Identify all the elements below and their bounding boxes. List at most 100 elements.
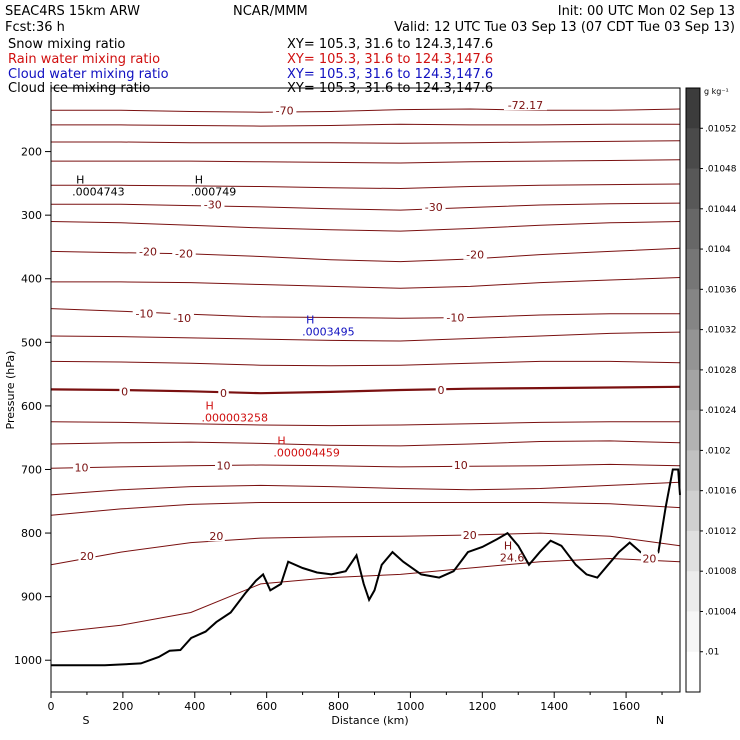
contour-line-17 (50, 502, 681, 516)
contour-label: 0 (121, 385, 128, 398)
colorbar-label: .01008 (705, 567, 737, 577)
colorbar-swatch (686, 369, 700, 411)
field-xy-cloud-ice: XY= 105.3, 31.6 to 124.3,147.6 (287, 81, 493, 96)
contour-label-bg (200, 197, 225, 210)
y-tick-label: 300 (21, 209, 42, 222)
max-marker-h: H (195, 174, 203, 187)
contour-label: -30 (204, 198, 222, 211)
contour-label: -10 (135, 308, 153, 321)
valid-time: Valid: 12 UTC Tue 03 Sep 13 (07 CDT Tue … (394, 20, 735, 35)
fcst-label: Fcst: (5, 20, 36, 35)
max-marker-value: 24.6 (500, 551, 525, 564)
colorbar-label: .0104 (705, 245, 731, 255)
contour-label: 20 (209, 530, 223, 543)
x-tick-label: 0 (48, 700, 55, 713)
contour-label-bg (452, 458, 470, 471)
contour-line-14 (50, 440, 681, 447)
y-tick-label: 200 (21, 146, 42, 159)
contour-label-bg (503, 98, 547, 111)
field-xy-snow: XY= 105.3, 31.6 to 124.3,147.6 (287, 37, 493, 52)
contour-line-8 (51, 277, 681, 289)
max-marker-value: .0004743 (72, 186, 125, 199)
colorbar-label: .01 (705, 648, 719, 658)
colorbar-swatch (686, 450, 700, 492)
colorbar-label: .01028 (705, 366, 737, 376)
colorbar-swatch (686, 490, 700, 532)
colorbar-swatch (686, 651, 700, 693)
contour-label: 0 (220, 387, 227, 400)
colorbar-swatch (686, 128, 700, 170)
contour-label: -30 (425, 201, 443, 214)
contour-label-bg (170, 311, 194, 324)
contour-label-bg (215, 458, 233, 471)
colorbar-swatch (686, 249, 700, 290)
contour-line-20 (50, 532, 681, 566)
colorbar-unit: g kg⁻¹ (704, 87, 729, 96)
colorbar-swatch (686, 410, 700, 451)
colorbar-label: .01044 (705, 205, 737, 215)
contour-label-bg (78, 548, 96, 561)
contour-line-10 (50, 331, 681, 342)
colorbar-label: .01004 (705, 607, 737, 617)
max-marker-value: .000003258 (202, 411, 268, 424)
max-marker-h: H (277, 434, 285, 447)
field-xy-cloud-water: XY= 105.3, 31.6 to 124.3,147.6 (287, 67, 493, 82)
max-marker-value: .0003495 (302, 326, 355, 339)
field-name-snow: Snow mixing ratio (8, 37, 125, 52)
x-tick-label: 600 (256, 700, 277, 713)
colorbar-label: .01032 (705, 326, 737, 336)
y-tick-label: 900 (21, 591, 42, 604)
x-tick-label: 1000 (396, 700, 424, 713)
y-axis: 200 300 400 500 600 700 800 900 1000 (14, 146, 51, 667)
contour-line-1 (51, 123, 680, 127)
contour-label-bg (443, 310, 468, 323)
x-axis-title: Distance (km) (331, 714, 408, 727)
contour-label: -70 (276, 104, 294, 117)
colorbar-label: .01052 (705, 124, 737, 134)
field-xy-rain: XY= 105.3, 31.6 to 124.3,147.6 (287, 52, 493, 67)
x-tick-label: 200 (112, 700, 133, 713)
colorbar-label: .01024 (705, 406, 737, 416)
x-tick-label: 1600 (612, 700, 640, 713)
contour-label: 10 (217, 460, 231, 473)
y-tick-label: 400 (21, 273, 42, 286)
terrain-layer (51, 468, 681, 667)
model-name: SEAC4RS 15km ARW (5, 4, 140, 19)
contour-line-19 (50, 557, 681, 634)
colorbar-swatch (686, 611, 700, 653)
contour-line-6 (50, 221, 681, 232)
fcst-value: 36 h (36, 20, 65, 35)
contour-label-bg (207, 529, 225, 542)
colorbar-swatch (686, 329, 700, 371)
max-marker-h: H (306, 314, 314, 327)
x-axis: 0 200 400 600 800 1000 1200 1400 1600 (48, 692, 663, 713)
contour-label-bg (172, 246, 196, 259)
contour-line-11 (50, 360, 681, 367)
colorbar-label: .01016 (705, 487, 737, 497)
y-tick-label: 800 (21, 527, 42, 540)
contour-line-0 (50, 385, 681, 395)
x-tick-label: 1400 (540, 700, 568, 713)
contour-label-bg (435, 383, 447, 395)
colorbar-label: .01036 (705, 285, 737, 295)
field-name-cloud-ice: Cloud ice mixing ratio (8, 81, 150, 96)
contour-label: 20 (80, 550, 94, 563)
contour-label-bg (132, 306, 157, 319)
contour-label: -10 (173, 312, 191, 325)
contour-label-bg (640, 551, 658, 564)
contour-label-bg (422, 199, 446, 212)
contour-line-3 (51, 159, 681, 164)
max-marker-h: H (76, 174, 84, 187)
contour-line-13 (50, 421, 680, 427)
contour-label: -20 (175, 247, 193, 260)
contour-label-bg (73, 460, 91, 473)
colorbar-frame (685, 87, 701, 693)
contour-label: 0 (437, 384, 444, 397)
contour-line--30 (51, 202, 681, 211)
contour-label-bg (272, 103, 297, 116)
center-name: NCAR/MMM (233, 4, 308, 19)
max-markers: H.0004743H.000749H.0003495H.000003258H.0… (72, 174, 524, 565)
contour-label: 20 (642, 552, 656, 565)
y-tick-label: 500 (21, 336, 42, 349)
